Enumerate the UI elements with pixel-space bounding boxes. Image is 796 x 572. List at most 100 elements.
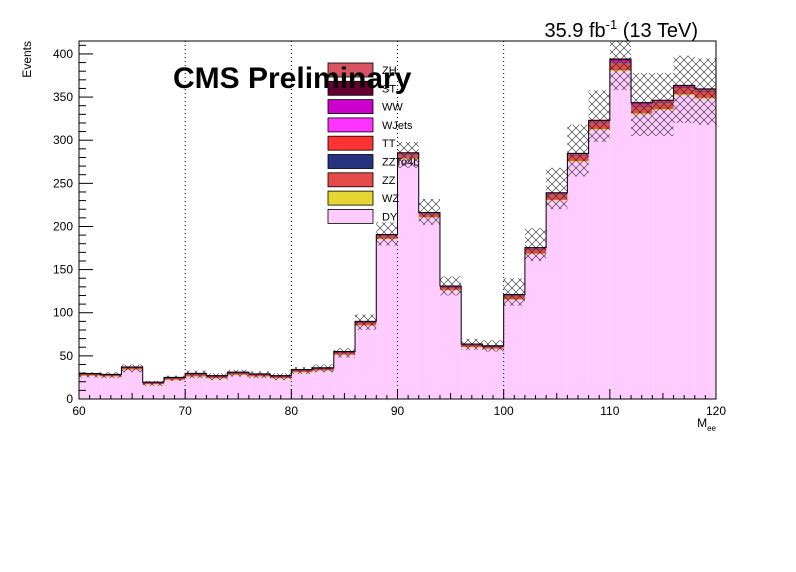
unc-band-11 bbox=[312, 364, 334, 373]
bar-dy-6 bbox=[206, 378, 228, 399]
legend-label-st: ST bbox=[382, 83, 396, 95]
legend-label-zh: ZH bbox=[382, 65, 397, 77]
y-tick-label: 400 bbox=[53, 47, 73, 61]
unc-band-14 bbox=[376, 222, 398, 246]
legend-label-tt: TT bbox=[382, 138, 396, 150]
legend-swatch-tt bbox=[327, 135, 374, 151]
bar-dy-22 bbox=[546, 200, 568, 399]
unc-band-8 bbox=[248, 371, 271, 379]
stacked-bars bbox=[79, 58, 716, 399]
legend-label-zz: ZZ bbox=[382, 175, 396, 187]
unc-band-15 bbox=[397, 141, 419, 168]
bar-dy-20 bbox=[503, 299, 525, 399]
unc-band-2 bbox=[121, 364, 143, 373]
bar-dy-5 bbox=[185, 376, 207, 399]
bar-dy-26 bbox=[631, 114, 653, 399]
y-tick-label: 300 bbox=[53, 133, 73, 147]
bar-dy-13 bbox=[355, 325, 377, 399]
x-tick-label: 60 bbox=[72, 404, 86, 418]
y-tick-label: 150 bbox=[53, 263, 73, 277]
y-tick-label: 200 bbox=[53, 219, 73, 233]
legend-swatch-ww bbox=[327, 99, 374, 114]
legend-swatch-zzto4l bbox=[327, 154, 374, 169]
unc-band-26 bbox=[631, 72, 653, 136]
bar-dy-27 bbox=[652, 110, 674, 399]
legend-label-zzto4l: ZZTo4L bbox=[382, 157, 419, 169]
bar-dy-21 bbox=[524, 254, 547, 399]
unc-band-29 bbox=[694, 58, 716, 125]
legend-label-wz: WZ bbox=[382, 193, 399, 205]
unc-band-5 bbox=[185, 370, 207, 379]
unc-band-25 bbox=[609, 41, 632, 91]
bar-dy-11 bbox=[312, 370, 334, 399]
legend-swatch-wz bbox=[327, 190, 374, 206]
y-tick-label: 350 bbox=[53, 90, 73, 104]
y-axis-label: Events bbox=[20, 41, 34, 78]
x-tick-label: 70 bbox=[178, 404, 192, 418]
lumi-label: 35.9 fb-1 (13 TeV) bbox=[544, 17, 698, 42]
bar-dy-12 bbox=[333, 355, 356, 399]
unc-band-21 bbox=[524, 228, 547, 261]
unc-band-6 bbox=[206, 373, 228, 381]
unc-band-3 bbox=[142, 380, 164, 387]
legend-swatch-zh bbox=[327, 62, 374, 78]
bar-dy-8 bbox=[248, 376, 271, 399]
unc-band-23 bbox=[567, 124, 589, 177]
unc-band-7 bbox=[227, 369, 249, 377]
unc-band-16 bbox=[418, 198, 440, 225]
uncertainty-band bbox=[79, 41, 716, 387]
bar-dy-29 bbox=[694, 98, 716, 399]
unc-band-24 bbox=[588, 90, 610, 142]
bar-dy-24 bbox=[588, 129, 610, 399]
legend-label-ww: WW bbox=[382, 102, 403, 114]
bar-dy-4 bbox=[163, 380, 186, 399]
bar-dy-23 bbox=[567, 161, 589, 399]
unc-band-22 bbox=[546, 167, 568, 210]
x-axis-label: Mee bbox=[697, 416, 716, 433]
y-tick-label: 250 bbox=[53, 176, 73, 190]
unc-band-9 bbox=[270, 373, 292, 381]
unc-band-13 bbox=[355, 314, 377, 330]
legend-label-wjets: WJets bbox=[382, 120, 413, 132]
bar-dy-25 bbox=[609, 71, 632, 399]
unc-band-20 bbox=[503, 278, 525, 306]
bar-dy-17 bbox=[439, 290, 462, 399]
x-tick-label: 100 bbox=[494, 404, 514, 418]
y-tick-label: 100 bbox=[53, 306, 73, 320]
bar-dy-15 bbox=[397, 159, 419, 399]
unc-band-10 bbox=[291, 367, 313, 374]
bar-dy-16 bbox=[418, 217, 440, 399]
unc-band-12 bbox=[333, 348, 356, 358]
legend: ZH ST WW WJets TT ZZTo4L ZZ WZ DY bbox=[327, 62, 419, 224]
legend-label-dy: DY bbox=[382, 211, 398, 223]
bar-dy-14 bbox=[376, 239, 398, 399]
bar-dy-9 bbox=[270, 378, 292, 399]
legend-swatch-dy bbox=[327, 208, 374, 224]
annotations: 35.9 fb-1 (13 TeV) CMS Preliminary bbox=[173, 17, 698, 95]
bar-dy-19 bbox=[482, 348, 504, 399]
legend-swatch-zz bbox=[327, 172, 374, 188]
bar-dy-10 bbox=[291, 372, 313, 399]
unc-band-27 bbox=[652, 72, 674, 136]
x-tick-label: 80 bbox=[285, 404, 299, 418]
unc-band-0 bbox=[79, 372, 101, 378]
bar-dy-1 bbox=[100, 376, 122, 399]
x-tick-label: 110 bbox=[600, 404, 619, 418]
y-tick-label: 50 bbox=[60, 349, 74, 363]
series-dy bbox=[79, 71, 716, 399]
axes: 60 70 80 90 100 110 120 0 50 100 150 200 250 300 350 40… bbox=[20, 40, 726, 433]
bar-dy-2 bbox=[121, 369, 143, 399]
unc-band-1 bbox=[100, 372, 122, 379]
x-tick-label: 120 bbox=[706, 404, 726, 418]
bar-dy-3 bbox=[142, 384, 164, 399]
legend-swatch-st bbox=[327, 80, 374, 96]
legend-swatch-wjets bbox=[327, 117, 374, 133]
bar-dy-7 bbox=[227, 374, 249, 399]
bar-dy-28 bbox=[673, 95, 695, 399]
unc-band-28 bbox=[673, 55, 695, 123]
unc-band-4 bbox=[163, 375, 186, 381]
y-tick-label: 0 bbox=[66, 392, 73, 406]
cms-label: CMS Preliminary bbox=[173, 62, 412, 95]
bar-dy-18 bbox=[461, 347, 483, 399]
